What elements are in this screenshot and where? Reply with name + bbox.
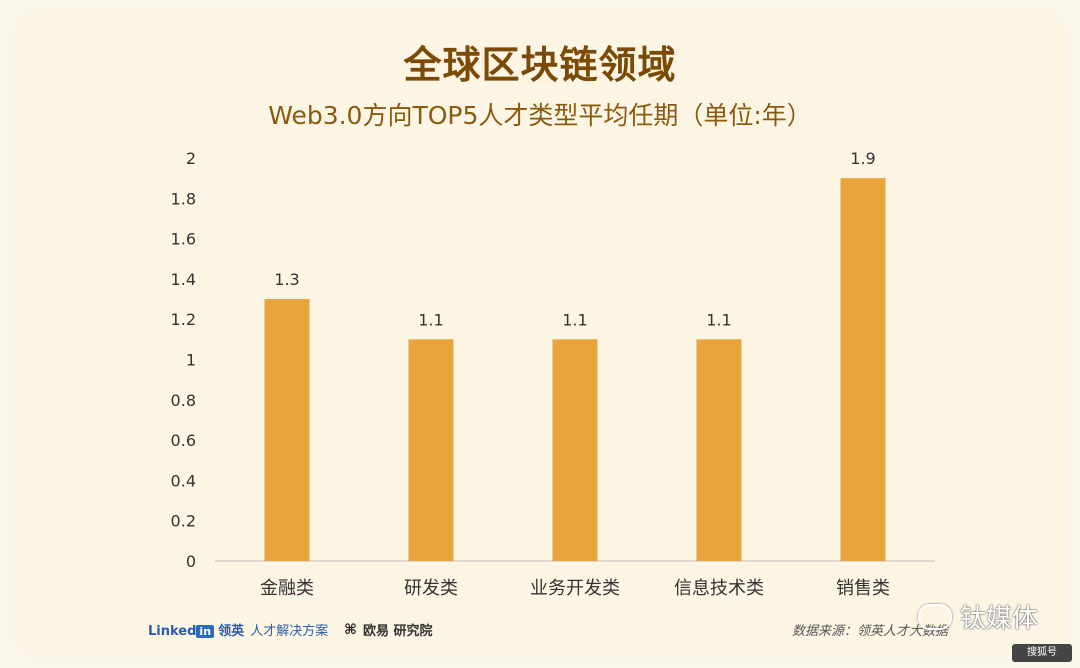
talent-solutions-label: 人才解决方案 <box>250 624 329 639</box>
y-axis: 0 0.2 0.4 0.6 0.8 1 1.2 1.4 1.6 1.8 2 <box>171 149 196 571</box>
data-label: 1.1 <box>562 310 587 329</box>
data-label: 1.1 <box>706 310 731 329</box>
watermark: 钛媒体 <box>918 598 1038 635</box>
chart-subtitle: Web3.0方向TOP5人才类型平均任期（单位:年） <box>268 101 812 130</box>
y-tick-label: 0.6 <box>171 431 196 450</box>
okx-research-label: 欧易 研究院 <box>363 624 433 639</box>
bar <box>408 339 454 561</box>
data-label: 1.9 <box>850 149 875 168</box>
lingying-label: 领英 <box>218 624 245 639</box>
data-source-note: 数据来源：领英人才大数据 <box>792 624 949 639</box>
y-tick-label: 2 <box>186 149 196 168</box>
linkedin-wordmark: Linked <box>148 624 197 639</box>
bar <box>696 339 742 561</box>
linkedin-in-logo: in <box>196 625 215 638</box>
category-label: 信息技术类 <box>674 578 764 599</box>
data-label: 1.3 <box>274 270 299 289</box>
category-label: 金融类 <box>260 578 314 599</box>
chart-title: 全球区块链领域 <box>403 43 677 87</box>
bar <box>840 178 886 561</box>
corner-badge: 搜狐号 <box>1012 644 1072 662</box>
okx-research-branding: ⌘ 欧易 研究院 <box>344 620 433 640</box>
y-tick-label: 1.2 <box>171 310 196 329</box>
category-label: 销售类 <box>836 578 890 599</box>
y-tick-label: 0.4 <box>171 471 196 490</box>
wechat-icon <box>918 603 952 630</box>
bar <box>552 339 598 561</box>
category-label: 业务开发类 <box>530 578 620 599</box>
data-label: 1.1 <box>418 310 443 329</box>
y-tick-label: 1.4 <box>171 270 196 289</box>
chart-card <box>14 10 1066 658</box>
y-tick-label: 0.8 <box>171 391 196 410</box>
y-tick-label: 1.8 <box>171 189 196 208</box>
y-tick-label: 1 <box>186 351 196 370</box>
y-tick-label: 1.6 <box>171 230 196 249</box>
bars: 1.3 金融类 1.1 研发类 1.1 业务开发类 1.1 信息技术类 1.9 销售类 <box>260 149 890 599</box>
x-logo-icon: ⌘ <box>344 621 357 638</box>
category-label: 研发类 <box>404 578 458 599</box>
y-tick-label: 0.2 <box>171 512 196 531</box>
bar <box>264 299 310 561</box>
y-tick-label: 0 <box>186 552 196 571</box>
linkedin-branding: Linked in 领英 人才解决方案 <box>148 620 328 639</box>
watermark-text: 钛媒体 <box>960 604 1039 634</box>
